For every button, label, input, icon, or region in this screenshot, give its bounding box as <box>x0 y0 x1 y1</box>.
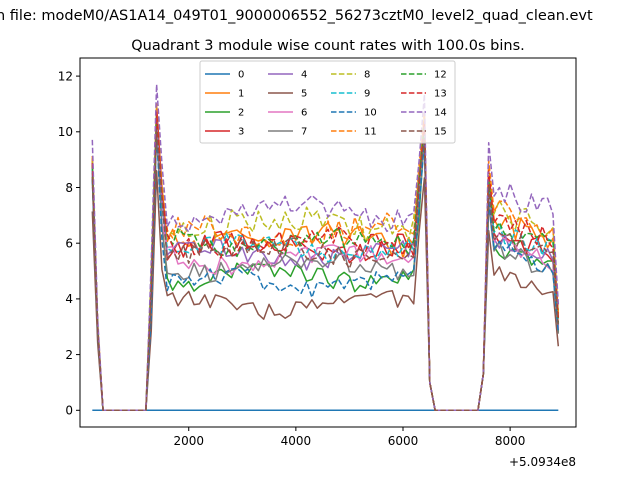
legend-label: 9 <box>364 89 370 100</box>
series-layer <box>91 83 560 412</box>
legend-label: 13 <box>434 89 447 100</box>
figure-suptitle: n file: modeM0/AS1A14_049T01_9000006552_… <box>0 8 593 24</box>
legend-frame <box>199 60 456 144</box>
legend-entry-7: 7 <box>268 127 307 138</box>
legend-entry-12: 12 <box>401 70 447 81</box>
y-tick-label: 10 <box>58 125 73 139</box>
legend-label: 7 <box>301 127 307 138</box>
legend-entry-10: 10 <box>331 108 377 119</box>
legend-entry-6: 6 <box>268 108 307 119</box>
y-tick-label: 8 <box>65 181 73 195</box>
y-axis: 0 2 4 6 8 10 12 <box>58 69 80 418</box>
x-axis-offset-text: +5.0934e8 <box>509 455 576 469</box>
y-tick-label: 0 <box>65 404 73 418</box>
y-tick-label: 2 <box>65 348 73 362</box>
legend-entry-9: 9 <box>331 89 370 100</box>
legend-entry-8: 8 <box>331 70 370 81</box>
legend-entry-5: 5 <box>268 89 307 100</box>
legend-entry-4: 4 <box>268 70 307 81</box>
legend-label: 12 <box>434 70 447 81</box>
chart-title: Quadrant 3 module wise count rates with … <box>131 38 525 54</box>
series-line-9 <box>91 117 560 412</box>
x-tick-label: 4000 <box>281 434 312 448</box>
legend-label: 4 <box>301 70 307 81</box>
legend-label: 2 <box>238 108 244 119</box>
legend-label: 5 <box>301 89 307 100</box>
legend-label: 10 <box>364 108 377 119</box>
legend-label: 14 <box>434 108 447 119</box>
legend-label: 6 <box>301 108 307 119</box>
legend-label: 11 <box>364 127 377 138</box>
x-tick-label: 6000 <box>388 434 419 448</box>
series-line-14 <box>91 83 560 412</box>
y-tick-label: 6 <box>65 236 73 250</box>
x-tick-label: 8000 <box>495 434 526 448</box>
legend-label: 8 <box>364 70 370 81</box>
legend-label: 1 <box>238 89 244 100</box>
legend-entry-14: 14 <box>401 108 447 119</box>
legend-entry-0: 0 <box>205 70 244 81</box>
legend-entry-1: 1 <box>205 89 244 100</box>
legend-label: 3 <box>238 127 244 138</box>
legend-label: 15 <box>434 127 447 138</box>
legend-entry-11: 11 <box>331 127 377 138</box>
y-tick-label: 12 <box>58 69 73 83</box>
legend-entry-15: 15 <box>401 127 447 138</box>
x-tick-label: 2000 <box>173 434 204 448</box>
legend-label: 0 <box>238 70 244 81</box>
x-axis: 2000 4000 6000 8000 <box>173 427 525 448</box>
axes-spines <box>79 57 577 428</box>
y-tick-label: 4 <box>65 292 73 306</box>
legend-entry-2: 2 <box>205 108 244 119</box>
legend-entry-3: 3 <box>205 127 244 138</box>
series-line-15 <box>91 128 560 412</box>
legend-entry-13: 13 <box>401 89 447 100</box>
